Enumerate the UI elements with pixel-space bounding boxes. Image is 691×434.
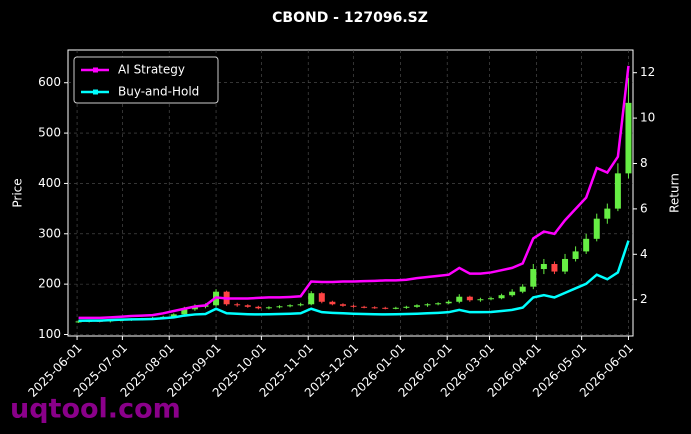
candle-body	[530, 269, 537, 287]
legend-marker	[93, 67, 98, 73]
legend-label: Buy-and-Hold	[118, 85, 199, 99]
candle-body	[329, 301, 336, 305]
candle-body	[445, 301, 452, 304]
candle-body	[477, 299, 484, 301]
candle-body	[403, 306, 410, 308]
candle-body	[424, 304, 431, 306]
candle-body	[191, 306, 198, 310]
watermark: uqtool.com	[10, 394, 181, 425]
candle-body	[498, 295, 505, 299]
candle-body	[170, 314, 177, 317]
candle-body	[413, 305, 420, 307]
candle-body	[604, 208, 611, 219]
candle-body	[244, 305, 251, 307]
candle-body	[509, 291, 516, 296]
y2-tick-label: 12	[640, 65, 655, 79]
candle-body	[181, 309, 188, 315]
candle-body	[519, 286, 526, 292]
line-series	[78, 240, 630, 323]
candle-body	[466, 296, 473, 301]
y2-tick-label: 8	[640, 156, 648, 170]
y-tick-label: 100	[38, 327, 61, 341]
candle-body	[234, 304, 241, 306]
candle-body	[276, 306, 283, 308]
y-tick-label: 200	[38, 277, 61, 291]
candle-body	[287, 305, 294, 307]
legend-box	[73, 56, 219, 104]
legend: AI Strategy Buy-and-Hold	[73, 56, 219, 104]
y2-tick-label: 10	[640, 111, 655, 125]
y-tick-label: 300	[38, 226, 61, 240]
candle-body	[265, 307, 272, 309]
y2-tick-label: 2	[640, 292, 648, 306]
candle-body	[382, 307, 389, 309]
candle-body	[361, 306, 368, 308]
legend-label: AI Strategy	[118, 63, 185, 77]
candle-body	[308, 293, 315, 305]
candle-body	[255, 306, 262, 309]
candle-body	[350, 305, 357, 307]
candle-body	[339, 304, 346, 306]
y-tick-label: 500	[38, 126, 61, 140]
y2-tick-label: 6	[640, 201, 648, 215]
legend-marker	[93, 89, 98, 95]
candle-body	[562, 258, 569, 272]
candle-body	[540, 263, 547, 270]
candle-body	[371, 307, 378, 309]
candle-body	[551, 263, 558, 272]
y2-tick-label: 4	[640, 247, 648, 261]
candle-body	[593, 218, 600, 239]
chart-title: CBOND - 127096.SZ	[272, 10, 428, 26]
y-tick-label: 400	[38, 176, 61, 190]
candle-body	[297, 304, 304, 306]
candle-body	[392, 307, 399, 309]
candle-body	[625, 102, 632, 174]
candle-body	[435, 303, 442, 305]
line-series	[78, 65, 630, 320]
candle-body	[75, 321, 82, 323]
candle-body	[318, 293, 325, 302]
candle-body	[456, 296, 463, 302]
candle-body	[572, 251, 579, 259]
candle-body	[487, 298, 494, 300]
y-tick-label: 600	[38, 75, 61, 89]
y2-axis-label: Return	[668, 173, 682, 213]
candle-body	[614, 173, 621, 209]
candle-body	[583, 238, 590, 252]
y-axis-label: Price	[11, 178, 25, 207]
